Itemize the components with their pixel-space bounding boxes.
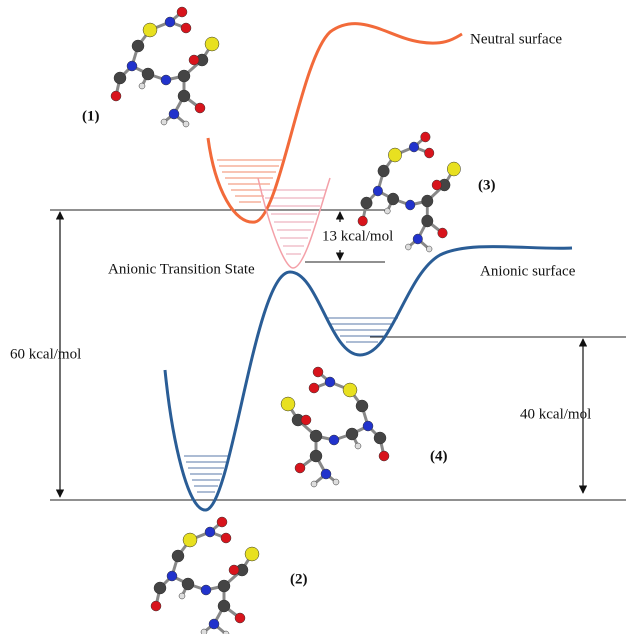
atom	[229, 565, 239, 575]
atom	[424, 148, 434, 158]
atom	[388, 148, 401, 162]
atom	[181, 23, 191, 33]
atom	[295, 463, 305, 473]
atom	[356, 400, 368, 412]
atom	[309, 383, 319, 393]
atom	[182, 578, 194, 590]
barrier-label: 13 kcal/mol	[322, 228, 393, 244]
atom	[333, 479, 339, 485]
atom	[329, 435, 339, 445]
atom	[301, 415, 311, 425]
atom	[405, 244, 411, 250]
atom	[201, 629, 207, 634]
ts-label: Anionic Transition State	[108, 261, 255, 277]
atom	[422, 215, 433, 227]
atom	[422, 195, 433, 207]
atom	[355, 443, 361, 449]
molecule	[151, 517, 259, 634]
atom	[235, 613, 245, 623]
reference-lines	[50, 210, 626, 500]
atom	[172, 550, 184, 562]
molecules	[111, 7, 461, 634]
atom	[179, 593, 185, 599]
atom	[245, 547, 259, 561]
molecule	[281, 367, 389, 487]
atom	[154, 582, 166, 594]
atom	[178, 90, 190, 102]
atom	[373, 186, 383, 196]
atom	[374, 432, 386, 444]
atom	[205, 37, 219, 51]
atom	[142, 68, 154, 80]
atom	[143, 23, 157, 37]
atom	[218, 600, 230, 612]
atom	[178, 70, 190, 82]
atom	[361, 197, 372, 209]
atom	[201, 585, 211, 595]
total-label: 60 kcal/mol	[10, 346, 81, 362]
atom	[189, 55, 199, 65]
atom	[183, 533, 197, 547]
atom	[127, 61, 137, 71]
neutral-label: Neutral surface	[470, 31, 562, 47]
atom	[132, 40, 144, 52]
atom	[409, 142, 419, 152]
atom	[217, 517, 227, 527]
atom	[177, 7, 187, 17]
atom	[311, 481, 317, 487]
atom	[379, 451, 389, 461]
atom	[114, 72, 126, 84]
atom	[447, 162, 460, 176]
atom	[169, 109, 179, 119]
atom	[218, 580, 230, 592]
atom	[413, 234, 423, 244]
atom	[321, 469, 331, 479]
atom	[167, 571, 177, 581]
atom	[385, 208, 391, 214]
atom	[310, 430, 322, 442]
structure-label: (3)	[478, 177, 496, 193]
atom	[346, 428, 358, 440]
atom	[161, 75, 171, 85]
atom	[221, 533, 231, 543]
atom	[313, 367, 323, 377]
atom	[432, 180, 442, 190]
atom	[387, 193, 398, 205]
atom	[421, 132, 431, 142]
atom	[209, 619, 219, 629]
atom	[310, 450, 322, 462]
gap-label: 40 kcal/mol	[520, 406, 591, 422]
structure-label: (1)	[82, 108, 100, 124]
structure-label: (4)	[430, 448, 448, 464]
energy-diagram: Neutral surface Anionic surface Anionic …	[0, 0, 633, 634]
atom	[111, 91, 121, 101]
atom	[378, 165, 389, 177]
atom	[426, 246, 432, 252]
atom	[325, 377, 335, 387]
atom	[438, 228, 448, 238]
anion-label: Anionic surface	[480, 263, 576, 279]
atom	[183, 121, 189, 127]
atom	[358, 216, 368, 226]
structure-label: (2)	[290, 571, 308, 587]
neutral-curve	[208, 24, 462, 223]
atom	[343, 383, 357, 397]
atom	[161, 119, 167, 125]
atom	[281, 397, 295, 411]
anion-curve	[165, 247, 572, 510]
atom	[405, 200, 415, 210]
atom	[151, 601, 161, 611]
atom	[165, 17, 175, 27]
atom	[139, 83, 145, 89]
atom	[195, 103, 205, 113]
atom	[363, 421, 373, 431]
atom	[205, 527, 215, 537]
molecule	[111, 7, 219, 127]
